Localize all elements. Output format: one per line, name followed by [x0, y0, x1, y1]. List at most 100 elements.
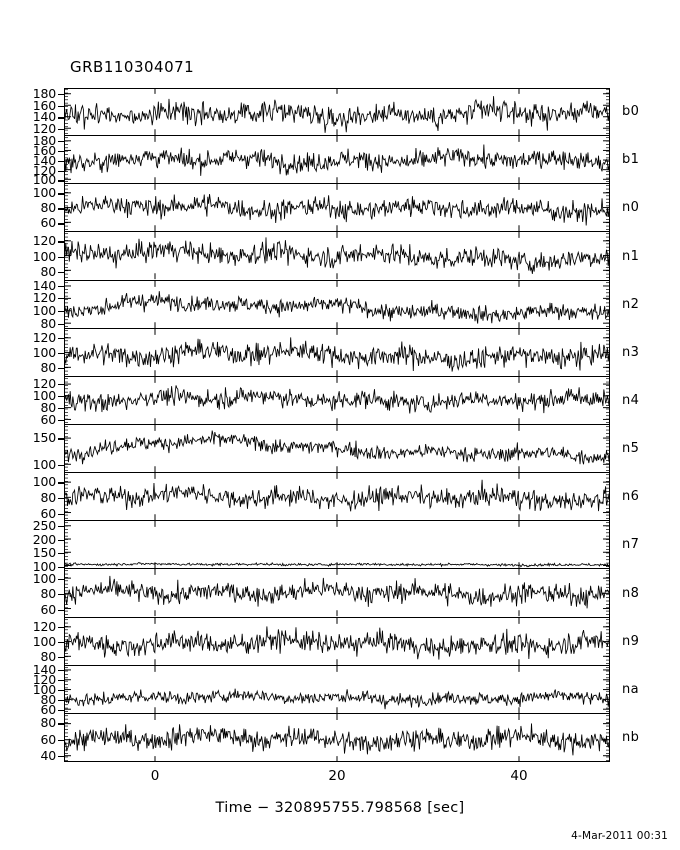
y-tick-mark	[58, 641, 64, 643]
y-tick-mark	[58, 396, 64, 398]
y-tick-label: 60	[40, 215, 56, 231]
y-tick-mark	[58, 669, 64, 671]
y-tick-mark	[58, 367, 64, 370]
y-tick-mark	[58, 117, 64, 119]
y-tick-mark	[58, 105, 64, 107]
y-tick-mark	[58, 513, 64, 515]
y-tick-mark	[58, 679, 64, 681]
lightcurve-panel-nb	[64, 713, 610, 762]
y-tick-label: 100	[32, 457, 56, 473]
y-tick-label: 150	[32, 545, 56, 561]
trace-n3	[64, 328, 610, 376]
trace-na	[64, 665, 610, 713]
detector-label-n4: n4	[622, 392, 640, 408]
y-tick-mark	[58, 223, 64, 225]
detector-label-nb: nb	[622, 729, 640, 745]
y-tick-label: 80	[40, 400, 56, 416]
y-tick-label: 100	[32, 681, 56, 697]
y-tick-mark	[58, 609, 64, 611]
y-tick-mark	[58, 709, 64, 712]
y-tick-label: 140	[32, 109, 56, 125]
y-tick-label: 100	[32, 185, 56, 201]
y-tick-label: 80	[40, 263, 56, 279]
y-tick-label: 60	[40, 505, 56, 521]
y-tick-label: 100	[32, 248, 56, 264]
y-tick-mark	[58, 465, 64, 467]
y-tick-label: 120	[32, 233, 56, 249]
y-tick-mark	[58, 526, 64, 528]
trace-n5	[64, 425, 610, 473]
x-tick-label: 0	[150, 768, 160, 784]
y-tick-mark	[58, 298, 64, 300]
detector-label-n9: n9	[622, 633, 640, 649]
y-tick-mark	[58, 755, 64, 757]
y-tick-mark	[58, 656, 64, 658]
y-tick-label: 180	[32, 133, 56, 149]
lightcurve-panel-n6	[64, 473, 610, 522]
lightcurve-panel-n0	[64, 184, 610, 233]
y-tick-label: 100	[32, 172, 56, 188]
lightcurve-panel-na	[64, 665, 610, 714]
trace-b0	[64, 88, 610, 136]
y-tick-label: 100	[32, 633, 56, 649]
y-tick-mark	[58, 626, 64, 628]
detector-label-n7: n7	[622, 537, 640, 553]
x-tick-label: 40	[510, 768, 528, 784]
y-tick-label: 40	[40, 747, 56, 763]
detector-label-na: na	[622, 681, 640, 697]
lightcurve-panel-n5	[64, 425, 610, 474]
lightcurve-panel-n7	[64, 521, 610, 570]
lightcurve-panel-n2	[64, 280, 610, 329]
y-tick-mark	[58, 193, 64, 195]
y-tick-label: 60	[40, 731, 56, 747]
x-axis-title: Time − 320895755.798568 [sec]	[215, 800, 465, 816]
detector-label-b1: b1	[622, 152, 640, 168]
lightcurve-panel-n1	[64, 232, 610, 281]
trace-n2	[64, 280, 610, 328]
y-tick-mark	[58, 438, 64, 440]
trace-n6	[64, 473, 610, 521]
panel-stack	[64, 88, 610, 762]
generation-timestamp: 4-Mar-2011 00:31	[571, 830, 668, 842]
y-tick-label: 60	[40, 701, 56, 717]
y-tick-label: 160	[32, 142, 56, 158]
page-title: GRB110304071	[70, 58, 195, 76]
trace-n1	[64, 232, 610, 280]
y-tick-mark	[58, 384, 64, 386]
y-tick-mark	[58, 285, 64, 287]
y-tick-label: 80	[40, 315, 56, 331]
trace-n7	[64, 521, 610, 569]
y-tick-label: 80	[40, 586, 56, 602]
detector-label-n5: n5	[622, 441, 640, 457]
y-tick-label: 200	[32, 531, 56, 547]
y-tick-label: 80	[40, 648, 56, 664]
y-tick-label: 100	[32, 570, 56, 586]
y-tick-mark	[58, 352, 64, 354]
x-tick-label: 20	[328, 768, 346, 784]
y-tick-label: 100	[32, 558, 56, 574]
detector-label-n8: n8	[622, 585, 640, 601]
y-tick-mark	[58, 271, 64, 273]
y-tick-label: 100	[32, 388, 56, 404]
y-tick-mark	[58, 93, 64, 96]
y-tick-mark	[58, 594, 64, 596]
y-tick-mark	[58, 566, 64, 568]
y-tick-mark	[58, 160, 64, 162]
y-tick-label: 180	[32, 85, 56, 101]
trace-n4	[64, 376, 610, 424]
trace-n9	[64, 617, 610, 665]
y-tick-label: 80	[40, 200, 56, 216]
y-tick-label: 120	[32, 618, 56, 634]
lightcurve-panel-n8	[64, 569, 610, 618]
y-tick-mark	[58, 739, 64, 741]
detector-label-n2: n2	[622, 296, 640, 312]
y-axis-labels: 180 160 140 120 180 160 140 120 100 100 80 60 120 100…	[0, 0, 64, 850]
y-tick-mark	[58, 689, 64, 691]
y-tick-mark	[58, 150, 64, 153]
y-tick-mark	[58, 420, 64, 422]
detector-label-n6: n6	[622, 489, 640, 505]
y-tick-mark	[58, 256, 64, 258]
y-tick-mark	[58, 323, 64, 325]
y-tick-mark	[58, 497, 64, 500]
